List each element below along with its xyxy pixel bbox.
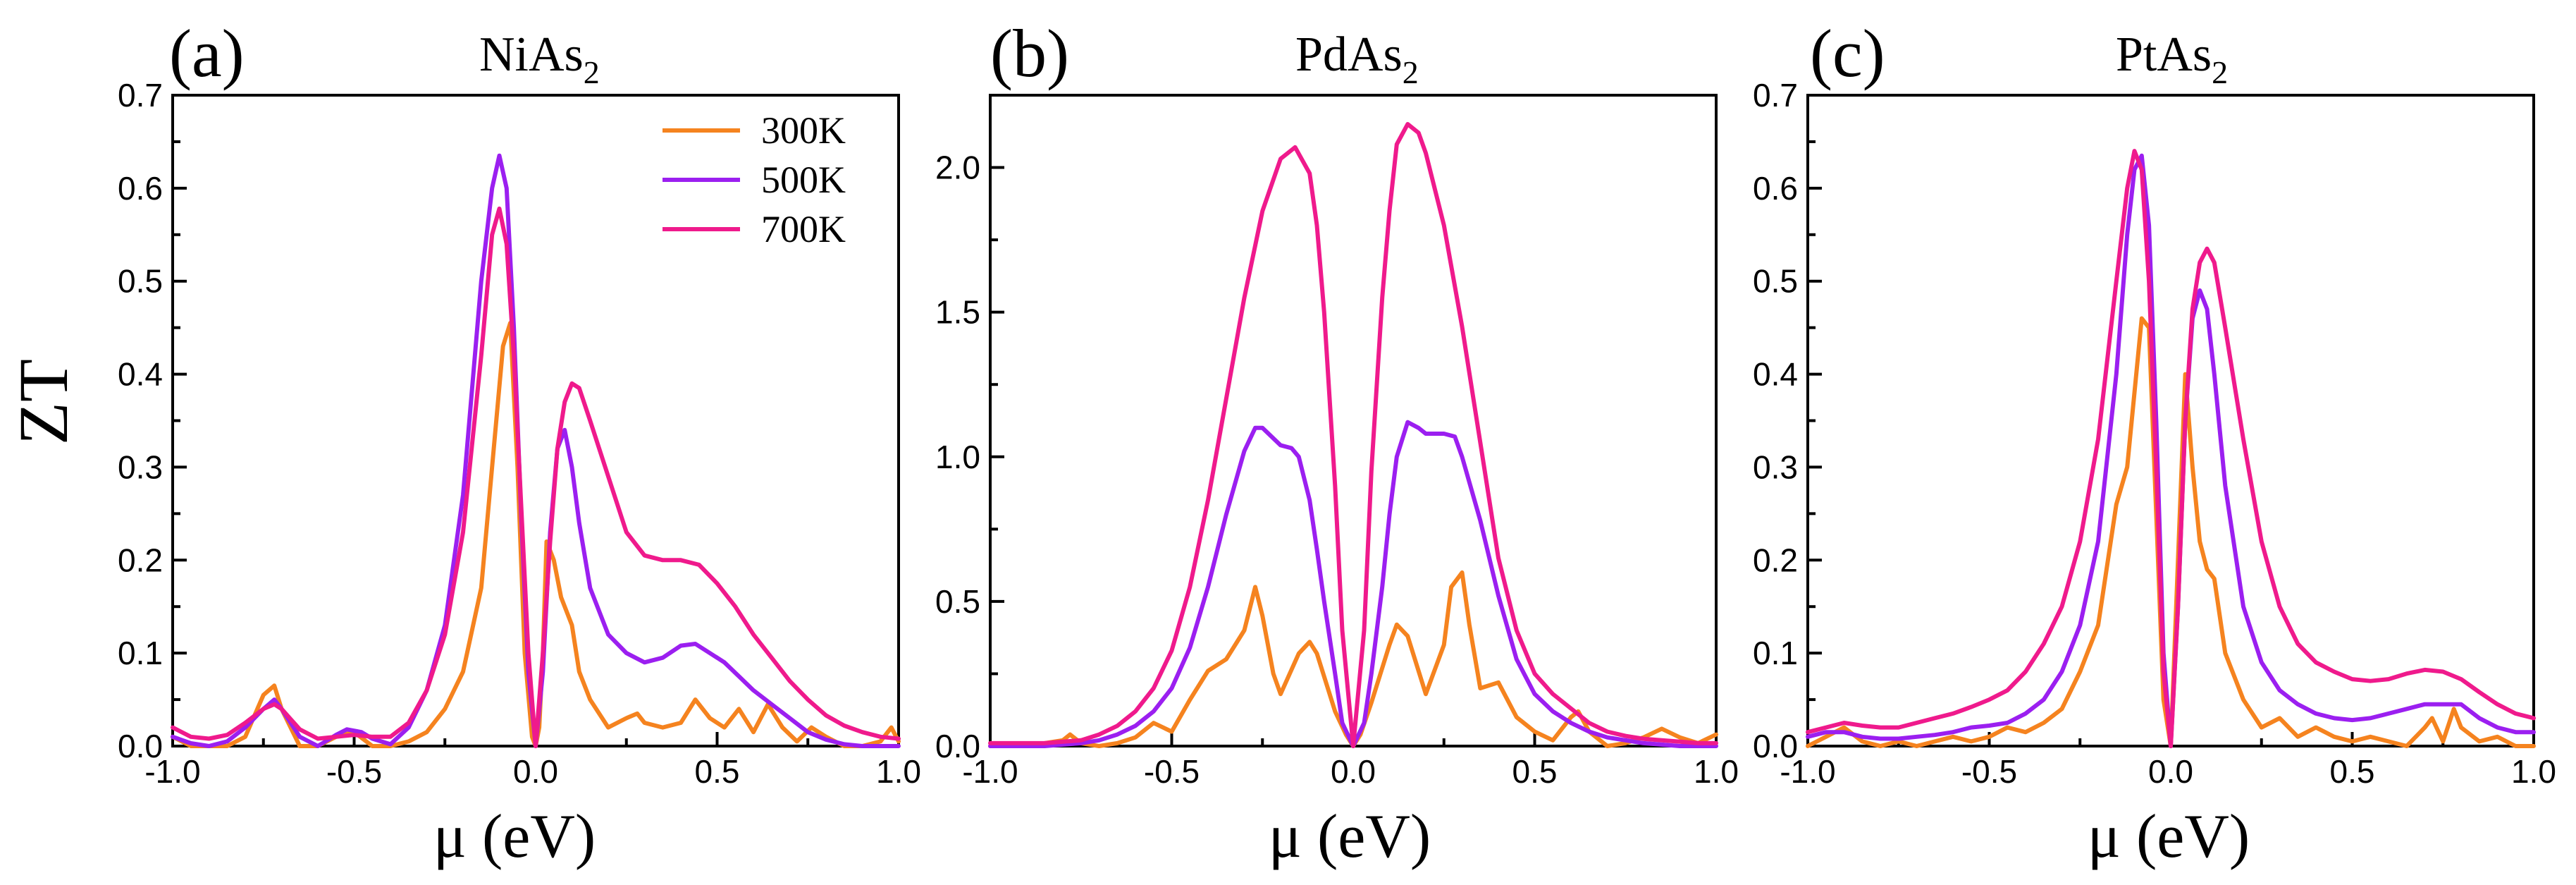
panel-c-x-tick-label: -1.0	[1780, 753, 1835, 790]
panel-c-title: PtAs2	[2116, 28, 2228, 90]
panel-a-y-tick-label: 0.5	[118, 263, 163, 300]
panel-c-y-tick-label: 0.7	[1753, 77, 1798, 114]
panel-b-y-tick-label: 0.0	[935, 728, 980, 764]
panel-a-y-tick-label: 0.3	[118, 448, 163, 485]
panel-a-x-tick-label: -0.5	[326, 753, 382, 790]
y-axis-label: ZT	[4, 359, 82, 445]
panel-a-x-tick-label: 1.0	[876, 753, 921, 790]
panel-b-ticks: -1.0 -0.5 0.0 0.5 1.0 0.0 0.5 1.0 1.5 2.0	[935, 149, 1739, 790]
panel-c-y-tick-label: 0.1	[1753, 635, 1798, 671]
panel-b-y-tick-label: 0.5	[935, 583, 980, 620]
panel-c-label: (c)	[1810, 16, 1885, 91]
panel-c-y-tick-label: 0.2	[1753, 542, 1798, 578]
panel-b-series	[988, 122, 1718, 748]
panel-b-x-tick-label: -1.0	[962, 753, 1018, 790]
panel-b-x-tick-label: -0.5	[1144, 753, 1200, 790]
panel-a-x-axis-label: μ (eV)	[433, 802, 596, 871]
panel-a-y-tick-label: 0.6	[118, 170, 163, 207]
panel-c-y-tick-label: 0.5	[1753, 263, 1798, 300]
panel-a-title: NiAs2	[479, 28, 600, 90]
panel-b-pdAs2: (b) PdAs2 -1.0 -0.5 0.0 0.5 1.0 0.0 0.5 1.0 1.5 2…	[935, 16, 1739, 871]
panel-a-x-tick-label: 0.0	[513, 753, 558, 790]
panel-a-x-tick-label: 0.5	[695, 753, 740, 790]
panel-c-plot-frame	[1806, 94, 2535, 747]
panel-c-y-tick-label: 0.4	[1753, 356, 1798, 393]
legend: 300K 500K 700K	[663, 109, 846, 250]
panel-c-x-axis-label: μ (eV)	[2088, 802, 2250, 871]
panel-b-plot-frame	[989, 94, 1718, 747]
panel-a-x-tick-label: -1.0	[144, 753, 200, 790]
panel-b-series-500K	[988, 420, 1718, 748]
panel-c-x-tick-label: 0.5	[2330, 753, 2375, 790]
panel-a-niAs2: (a) NiAs2 -1.0 -0.5 0.0 0.5 1.0 0.0 0.1 0.2 0.3 0…	[118, 16, 921, 871]
panel-b-series-300K	[988, 570, 1718, 748]
panel-b-x-axis-label: μ (eV)	[1269, 802, 1431, 871]
panel-b-series-700K	[988, 122, 1718, 748]
panel-a-y-tick-label: 0.2	[118, 542, 163, 578]
panel-a-y-tick-label: 0.7	[118, 77, 163, 114]
panel-a-ticks: -1.0 -0.5 0.0 0.5 1.0 0.0 0.1 0.2 0.3 0.4 0.5 0.6 0.…	[118, 77, 921, 790]
panel-c-series-300K	[1806, 316, 2536, 748]
panel-b-y-tick-label: 1.0	[935, 439, 980, 475]
legend-label-700K: 700K	[761, 208, 846, 250]
panel-b-x-tick-label: 1.0	[1694, 753, 1739, 790]
panel-a-y-tick-label: 0.4	[118, 356, 163, 393]
panel-c-x-tick-label: -0.5	[1961, 753, 2017, 790]
panel-c-series-500K	[1806, 153, 2536, 748]
panel-b-label: (b)	[990, 16, 1069, 91]
panel-c-ticks: -1.0 -0.5 0.0 0.5 1.0 0.0 0.1 0.2 0.3 0.4 0.5 0.6 0.…	[1753, 77, 2556, 790]
panel-b-y-tick-label: 2.0	[935, 149, 980, 186]
panel-b-y-tick-label: 1.5	[935, 294, 980, 331]
panel-c-series	[1806, 149, 2536, 748]
panel-b-x-tick-label: 0.0	[1331, 753, 1376, 790]
panel-c-x-tick-label: 1.0	[2511, 753, 2556, 790]
panel-c-ptAs2: (c) PtAs2 -1.0 -0.5 0.0 0.5 1.0 0.0 0.1 0.2 0.3 0…	[1753, 16, 2556, 871]
panel-c-y-tick-label: 0.6	[1753, 170, 1798, 207]
panel-a-series	[171, 153, 901, 748]
legend-label-500K: 500K	[761, 159, 846, 201]
panel-a-series-700K	[171, 206, 901, 748]
panel-b-title: PdAs2	[1295, 28, 1419, 90]
legend-label-300K: 300K	[761, 109, 846, 152]
panel-a-label: (a)	[169, 16, 245, 91]
panel-c-y-tick-label: 0.3	[1753, 448, 1798, 485]
panel-a-y-tick-label: 0.0	[118, 728, 163, 764]
panel-c-series-700K	[1806, 149, 2536, 748]
panel-b-x-tick-label: 0.5	[1512, 753, 1558, 790]
panel-c-y-tick-label: 0.0	[1753, 728, 1798, 764]
panel-c-x-tick-label: 0.0	[2148, 753, 2193, 790]
panel-a-y-tick-label: 0.1	[118, 635, 163, 671]
